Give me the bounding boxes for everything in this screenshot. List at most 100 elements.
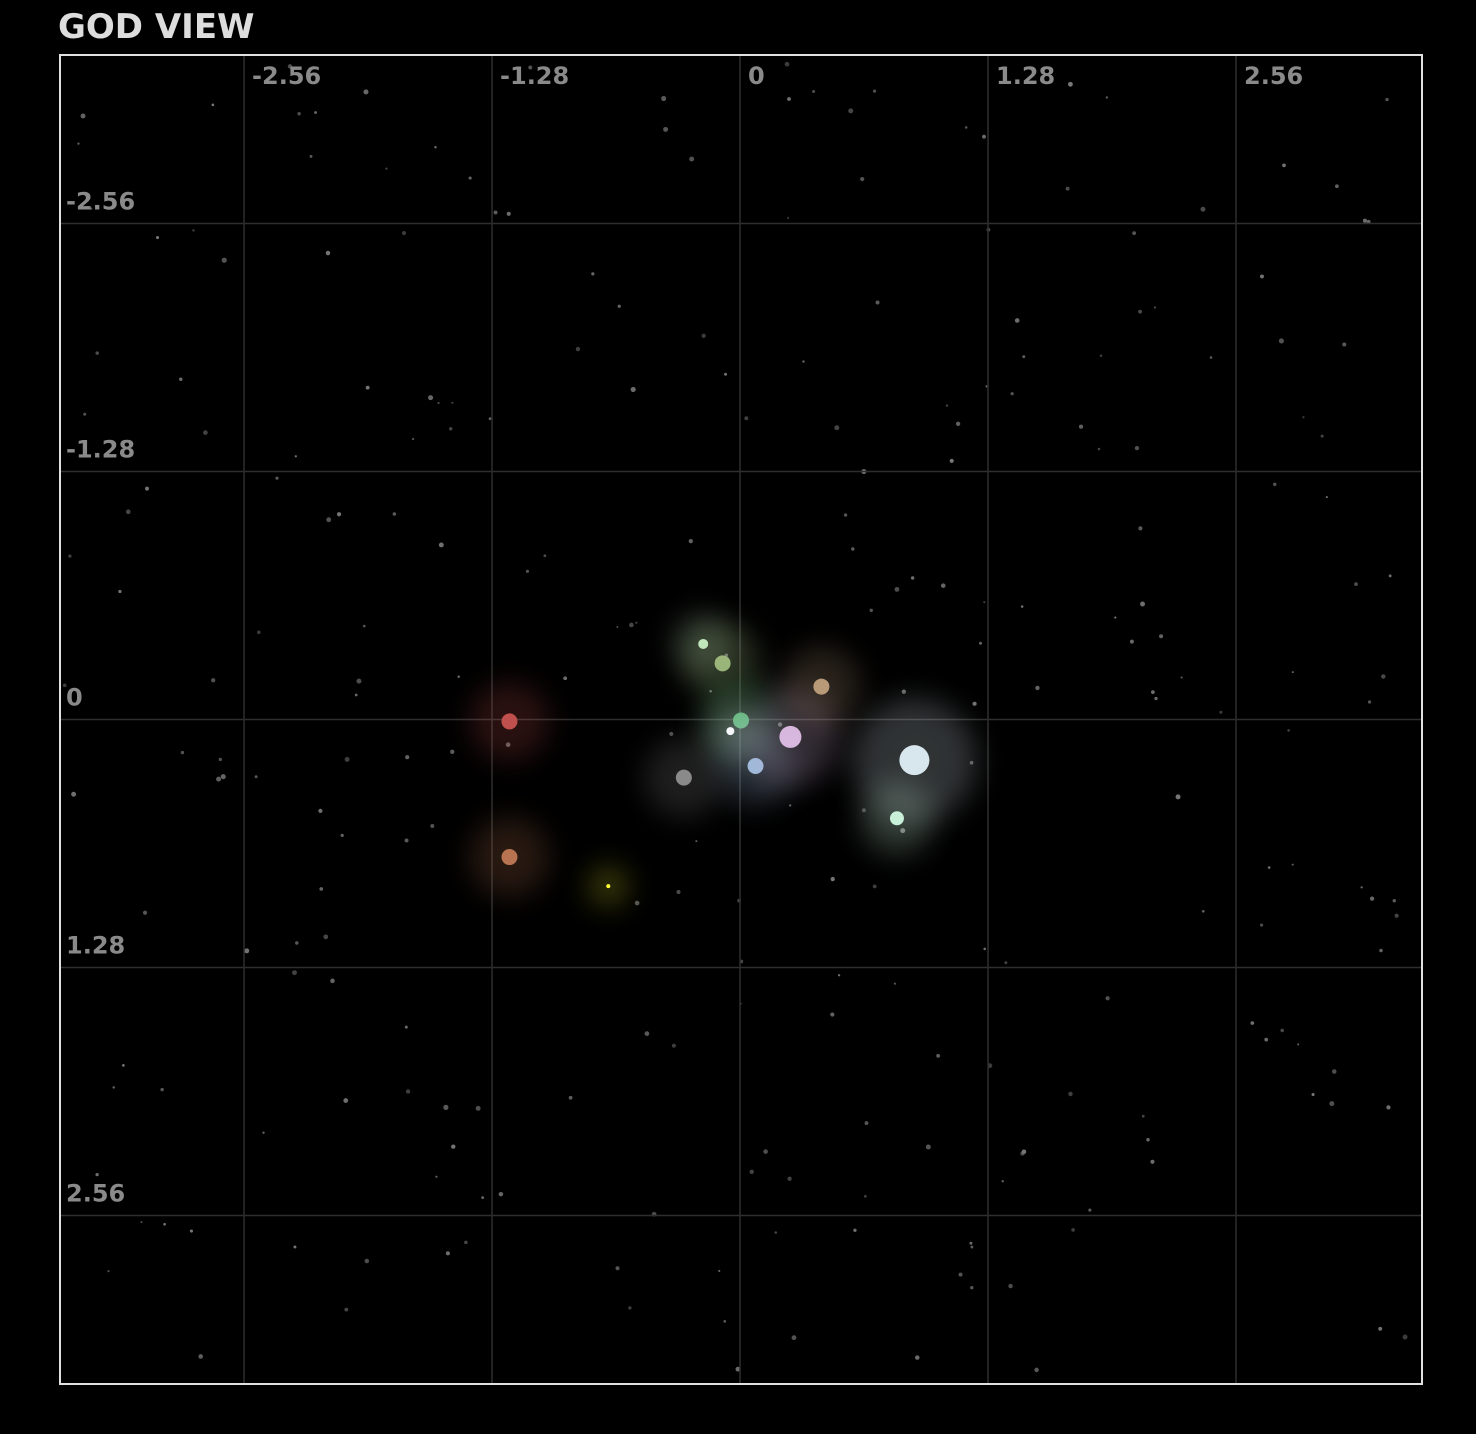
star — [789, 804, 792, 807]
star — [1369, 896, 1375, 901]
star — [543, 554, 547, 558]
star — [787, 1176, 792, 1181]
star — [634, 900, 640, 906]
star — [1385, 97, 1389, 102]
star — [863, 1194, 867, 1198]
star — [1260, 923, 1264, 927]
star — [873, 89, 877, 93]
star — [336, 512, 342, 517]
star — [356, 678, 362, 684]
x-tick-label: -2.56 — [252, 62, 321, 90]
star — [451, 1144, 456, 1149]
star — [945, 404, 949, 407]
star — [203, 430, 208, 435]
star — [481, 1196, 485, 1199]
star — [525, 569, 530, 573]
star — [1362, 218, 1368, 223]
frame — [59, 54, 1423, 1385]
star — [669, 731, 674, 736]
star — [365, 385, 370, 390]
star — [140, 1221, 143, 1224]
star — [875, 300, 880, 305]
star — [575, 346, 581, 352]
star — [401, 231, 407, 236]
star — [617, 304, 621, 308]
star — [257, 630, 261, 635]
star — [1342, 342, 1347, 347]
body — [726, 727, 735, 736]
star — [468, 176, 472, 180]
body — [899, 745, 930, 776]
y-tick-label: -2.56 — [66, 188, 135, 216]
star — [568, 1095, 573, 1100]
star — [851, 547, 855, 551]
star — [848, 108, 854, 114]
star — [189, 1229, 194, 1233]
star — [80, 113, 86, 119]
star — [1175, 794, 1181, 800]
star — [763, 1149, 768, 1154]
star — [689, 156, 695, 162]
star — [830, 1012, 835, 1017]
star — [475, 1105, 481, 1111]
star — [145, 486, 150, 491]
star — [340, 833, 344, 837]
star — [443, 1104, 449, 1110]
star — [112, 1086, 115, 1089]
star — [853, 1228, 857, 1232]
star — [118, 589, 122, 594]
y-tick-label: 1.28 — [66, 931, 125, 959]
star — [1325, 496, 1328, 499]
star — [493, 210, 498, 215]
star — [969, 1241, 973, 1245]
star — [1332, 1069, 1337, 1074]
star — [787, 217, 790, 220]
star — [1388, 574, 1392, 578]
star — [437, 401, 440, 405]
star — [428, 395, 434, 401]
star — [949, 458, 954, 463]
star — [125, 509, 131, 515]
star — [180, 750, 185, 755]
body — [779, 725, 802, 748]
star — [326, 517, 332, 523]
star — [982, 134, 986, 139]
star — [220, 774, 226, 780]
star — [1140, 601, 1146, 607]
star — [1311, 1092, 1315, 1097]
star — [1386, 1105, 1391, 1110]
star — [163, 1222, 166, 1226]
star — [405, 755, 410, 760]
star — [314, 111, 317, 114]
body — [501, 849, 518, 866]
star — [1200, 206, 1206, 212]
star — [254, 775, 258, 779]
star — [1150, 1159, 1155, 1164]
star — [1159, 634, 1164, 639]
star — [1291, 863, 1294, 866]
star — [445, 1251, 450, 1256]
star — [343, 1098, 349, 1103]
star — [344, 756, 350, 762]
star — [404, 838, 409, 843]
y-tick-label: 0 — [66, 684, 83, 712]
star — [364, 1258, 370, 1264]
star — [812, 90, 816, 94]
star — [318, 808, 323, 813]
star — [1146, 1138, 1150, 1142]
star — [1129, 639, 1134, 644]
star — [936, 1053, 941, 1058]
star — [77, 142, 80, 145]
star — [363, 89, 369, 95]
star — [1264, 1037, 1269, 1042]
star — [1134, 445, 1140, 451]
star — [1287, 729, 1291, 732]
star — [1381, 674, 1386, 679]
star — [1209, 356, 1213, 359]
star — [834, 425, 840, 431]
star — [872, 884, 877, 889]
star — [802, 360, 805, 363]
x-tick-label: 0 — [748, 62, 765, 90]
star — [1014, 318, 1020, 323]
star — [1021, 1149, 1027, 1155]
